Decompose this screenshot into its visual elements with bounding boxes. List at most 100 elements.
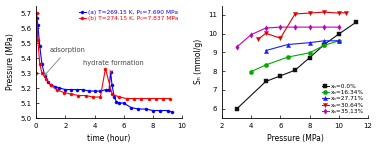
(a) T=269.15 K, P₀=7.690 MPa [136,108,141,110]
Line: (b) T=274.15 K, P₀=7.837 MPa: (b) T=274.15 K, P₀=7.837 MPa [34,11,172,100]
(a) T=269.15 K, P₀=7.690 MPa [57,87,62,89]
Y-axis label: Sₙ (mmol/g): Sₙ (mmol/g) [194,39,203,84]
(a) T=269.15 K, P₀=7.690 MPa [40,63,44,65]
(b) T=274.15 K, P₀=7.837 MPa [36,39,40,41]
X-axis label: Pressure (MPa): Pressure (MPa) [266,134,324,143]
(a) T=269.15 K, P₀=7.690 MPa [117,102,122,104]
(b) T=274.15 K, P₀=7.837 MPa [124,98,129,99]
(a) T=269.15 K, P₀=7.690 MPa [112,96,116,98]
xₙ=35.13% [336,26,341,28]
Line: (a) T=269.15 K, P₀=7.690 MPa: (a) T=269.15 K, P₀=7.690 MPa [34,16,174,114]
xₙ=30.64% [344,12,349,14]
xₙ=0.0% [307,57,312,59]
xₙ=35.13% [293,26,297,28]
(a) T=269.15 K, P₀=7.690 MPa [129,107,133,108]
(b) T=274.15 K, P₀=7.837 MPa [76,95,81,96]
X-axis label: time (hour): time (hour) [87,134,131,143]
(a) T=269.15 K, P₀=7.690 MPa [92,90,97,92]
xₙ=27.71% [263,50,268,51]
(b) T=274.15 K, P₀=7.837 MPa [110,93,114,95]
xₙ=27.71% [336,40,341,42]
(a) T=269.15 K, P₀=7.690 MPa [107,89,112,90]
xₙ=0.0% [354,21,359,23]
xₙ=16.34% [336,40,341,42]
Legend: xₙ=0.0%, xₙ=16.34%, xₙ=27.71%, xₙ=30.64%, xₙ=35.13%: xₙ=0.0%, xₙ=16.34%, xₙ=27.71%, xₙ=30.64%… [321,83,365,115]
(b) T=274.15 K, P₀=7.837 MPa [44,78,49,80]
(a) T=269.15 K, P₀=7.690 MPa [121,102,126,104]
xₙ=0.0% [234,108,239,110]
Legend: (a) T=269.15 K, P₀=7.690 MPa, (b) T=274.15 K, P₀=7.837 MPa: (a) T=269.15 K, P₀=7.690 MPa, (b) T=274.… [78,8,179,22]
(b) T=274.15 K, P₀=7.837 MPa [34,12,39,14]
(b) T=274.15 K, P₀=7.837 MPa [62,92,66,93]
xₙ=30.64% [278,37,283,39]
Text: hydrate formation: hydrate formation [83,60,144,73]
(b) T=274.15 K, P₀=7.837 MPa [40,72,44,74]
(a) T=269.15 K, P₀=7.690 MPa [53,86,57,87]
(a) T=269.15 K, P₀=7.690 MPa [108,71,113,72]
xₙ=35.13% [263,27,268,29]
(a) T=269.15 K, P₀=7.690 MPa [43,75,47,77]
(b) T=274.15 K, P₀=7.837 MPa [34,72,38,74]
(b) T=274.15 K, P₀=7.837 MPa [168,98,173,99]
Line: xₙ=30.64%: xₙ=30.64% [256,10,348,41]
xₙ=16.34% [307,52,312,54]
Line: xₙ=16.34%: xₙ=16.34% [249,39,341,74]
(b) T=274.15 K, P₀=7.837 MPa [132,98,136,99]
(a) T=269.15 K, P₀=7.690 MPa [37,45,42,47]
xₙ=30.64% [293,13,297,15]
(a) T=269.15 K, P₀=7.690 MPa [45,81,50,83]
xₙ=30.64% [256,38,261,40]
(b) T=274.15 K, P₀=7.837 MPa [139,98,144,99]
(a) T=269.15 K, P₀=7.690 MPa [34,26,38,27]
(a) T=269.15 K, P₀=7.690 MPa [34,17,39,18]
(b) T=274.15 K, P₀=7.837 MPa [117,96,122,98]
(a) T=269.15 K, P₀=7.690 MPa [114,101,119,102]
xₙ=35.13% [249,34,254,35]
(a) T=269.15 K, P₀=7.690 MPa [110,84,114,86]
xₙ=16.34% [285,56,290,58]
xₙ=27.71% [285,44,290,45]
xₙ=27.71% [322,40,327,42]
xₙ=16.34% [322,44,327,46]
(b) T=274.15 K, P₀=7.837 MPa [69,93,73,95]
xₙ=35.13% [322,26,327,28]
xₙ=0.0% [293,69,297,71]
xₙ=0.0% [322,44,327,45]
(a) T=269.15 K, P₀=7.690 MPa [48,84,53,86]
(a) T=269.15 K, P₀=7.690 MPa [170,111,174,113]
(a) T=269.15 K, P₀=7.690 MPa [165,110,170,111]
(b) T=274.15 K, P₀=7.837 MPa [153,98,158,99]
xₙ=35.13% [307,26,312,28]
(a) T=269.15 K, P₀=7.690 MPa [104,89,108,90]
(a) T=269.15 K, P₀=7.690 MPa [75,89,79,90]
(a) T=269.15 K, P₀=7.690 MPa [69,89,73,90]
(a) T=269.15 K, P₀=7.690 MPa [143,108,148,110]
(a) T=269.15 K, P₀=7.690 MPa [81,89,85,90]
Line: xₙ=0.0%: xₙ=0.0% [234,20,358,111]
xₙ=30.64% [322,11,327,13]
(b) T=274.15 K, P₀=7.837 MPa [103,68,108,69]
xₙ=35.13% [278,26,283,28]
xₙ=30.64% [307,12,312,14]
xₙ=30.64% [336,12,341,14]
(b) T=274.15 K, P₀=7.837 MPa [98,96,102,98]
Y-axis label: Pressure (MPa): Pressure (MPa) [6,33,15,90]
xₙ=16.34% [249,71,254,72]
(a) T=269.15 K, P₀=7.690 MPa [87,90,91,92]
(a) T=269.15 K, P₀=7.690 MPa [151,110,155,111]
(b) T=274.15 K, P₀=7.837 MPa [146,98,151,99]
xₙ=30.64% [263,32,268,34]
xₙ=0.0% [278,75,283,77]
(a) T=269.15 K, P₀=7.690 MPa [158,110,163,111]
xₙ=16.34% [263,64,268,66]
(b) T=274.15 K, P₀=7.837 MPa [91,96,95,98]
(b) T=274.15 K, P₀=7.837 MPa [161,98,166,99]
(a) T=269.15 K, P₀=7.690 MPa [98,90,102,92]
xₙ=27.71% [307,42,312,44]
(b) T=274.15 K, P₀=7.837 MPa [54,89,59,90]
xₙ=0.0% [263,81,268,82]
Text: adsorption: adsorption [44,47,85,76]
(b) T=274.15 K, P₀=7.837 MPa [84,95,88,96]
xₙ=0.0% [336,33,341,35]
(a) T=269.15 K, P₀=7.690 MPa [63,89,68,90]
